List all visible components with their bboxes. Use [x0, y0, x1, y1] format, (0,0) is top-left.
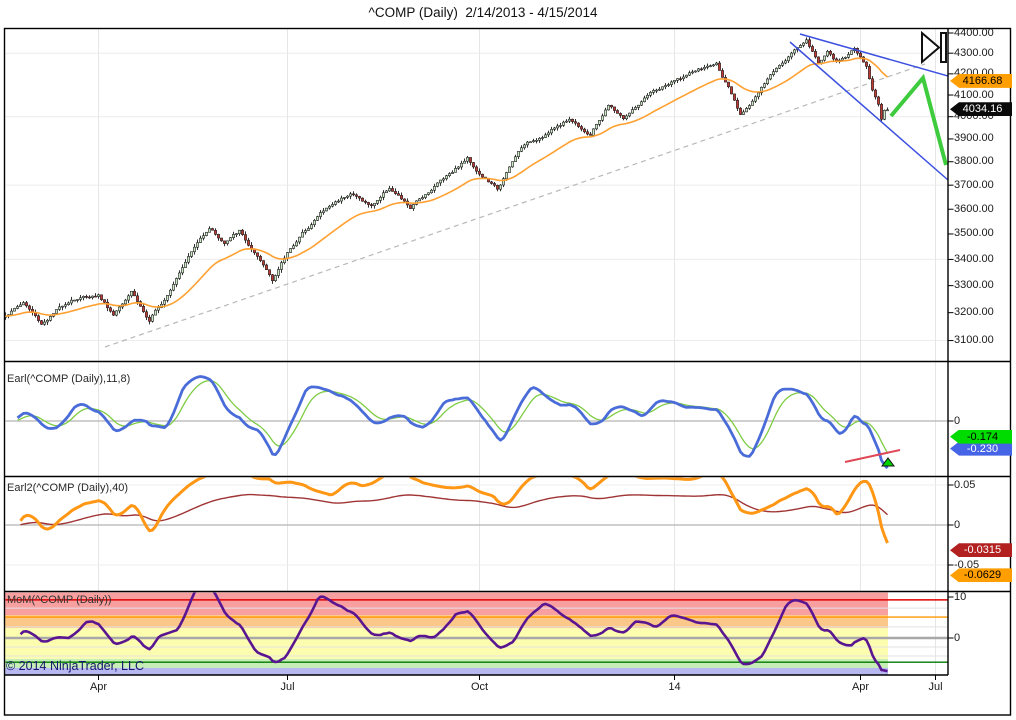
earl-axis-label: 0	[954, 414, 961, 427]
mom-axis-label: 0	[954, 631, 961, 644]
ma-value-tag: 4166.68	[950, 73, 1012, 88]
earl2-darkred-line	[20, 493, 888, 526]
price-axis-label: 4400.00	[954, 26, 994, 39]
skip-to-last-bar-icon	[921, 30, 947, 65]
price-axis-label: 4300.00	[954, 46, 994, 59]
last-price-tag: 4034.16	[950, 102, 1012, 117]
earl-up-triangle-marker	[881, 457, 895, 467]
mom-panel[interactable]	[5, 588, 948, 676]
earl-blue-line	[16, 375, 889, 470]
mom-band-green	[5, 658, 888, 668]
price-axis-label: 4200.00	[954, 67, 994, 80]
price-axis-label: 3400.00	[954, 252, 994, 265]
indicator-label-earl2: Earl2(^COMP (Daily),40)	[7, 482, 129, 494]
time-axis-label: Jul	[280, 681, 295, 693]
copyright-text: © 2014 NinjaTrader, LLC	[6, 659, 144, 673]
price-panel[interactable]	[4, 28, 948, 362]
mom-purple-line	[19, 592, 888, 673]
time-axis-label: Apr	[851, 681, 870, 693]
earl2-darkred-tag: -0.0315	[950, 543, 1012, 558]
time-axis-label: Apr	[89, 681, 108, 693]
earl2-axis-label: 0	[954, 518, 961, 531]
mom-axis-label: 10	[954, 590, 967, 603]
earl2-panel[interactable]	[5, 472, 949, 592]
earl2-axis-label: 0.05	[954, 478, 976, 491]
price-axis-label: 3200.00	[954, 306, 994, 319]
mom-band-blue	[5, 667, 888, 675]
earl2-axis-label: -0.05	[954, 558, 980, 571]
price-axis-label: 4100.00	[954, 88, 994, 101]
earl2-orange-line	[19, 477, 889, 544]
moving-average-line	[5, 57, 889, 317]
candlestick-series	[5, 37, 889, 326]
indicator-label-mom: MoM(^COMP (Daily))	[7, 594, 112, 606]
mom-band-yellow	[5, 628, 888, 659]
price-axis-label: 3100.00	[954, 334, 994, 347]
price-axis-label: 3600.00	[954, 202, 994, 215]
price-axis-label: 3800.00	[954, 155, 994, 168]
time-axis-label: 14	[668, 681, 681, 693]
chart-outer-border	[3, 27, 1012, 716]
price-axis-label: 3700.00	[954, 178, 994, 191]
earl-green-line	[17, 379, 889, 454]
chart-title: ^COMP (Daily) 2/14/2013 - 4/15/2014	[368, 5, 598, 20]
price-axis-label: 3900.00	[954, 132, 994, 145]
green-projection-line	[889, 73, 948, 166]
earl-panel[interactable]	[5, 362, 949, 477]
indicator-label-earl: Earl(^COMP (Daily),11,8)	[7, 373, 131, 385]
mom-band-red	[5, 592, 888, 616]
time-axis-label: Jul	[928, 681, 943, 693]
time-axis-label: Oct	[470, 681, 489, 693]
price-axis-label: 3300.00	[954, 279, 994, 292]
earl-green-tag: -0.174	[950, 429, 1012, 444]
earl2-orange-tag: -0.0629	[950, 568, 1012, 583]
price-axis-label: 3500.00	[954, 227, 994, 240]
earl-blue-tag: -0.230	[950, 441, 1012, 456]
